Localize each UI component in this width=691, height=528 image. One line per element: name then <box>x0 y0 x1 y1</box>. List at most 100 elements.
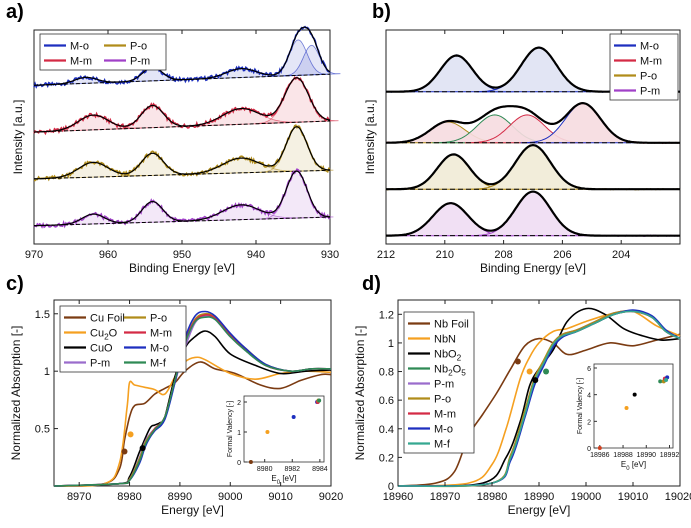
series-line-M-o <box>397 309 681 487</box>
e0-marker-Nb Foil <box>514 358 521 365</box>
inset-y-tick-label: 0 <box>587 446 591 453</box>
y-tick-label: 1 <box>388 338 394 350</box>
inset-point-Cu Foil <box>248 460 253 464</box>
fit-envelope-line <box>33 170 331 227</box>
inset-x-label: E0 [eV] <box>621 460 646 472</box>
legend-label: P-o <box>640 71 657 83</box>
legend-label: P-m <box>90 358 110 370</box>
component-peak <box>470 191 596 237</box>
x-tick-label: 19010 <box>618 491 649 503</box>
inset-point-M-f <box>317 398 322 403</box>
legend-label: Nb2O5 <box>434 364 466 378</box>
fit-envelope-line <box>33 126 331 180</box>
series-P-o <box>385 143 681 191</box>
y-tick-label: 0.5 <box>35 424 50 436</box>
x-tick-label: 18980 <box>477 491 508 503</box>
e0-marker-CuO <box>139 445 146 452</box>
inset-point-M-f <box>664 378 669 382</box>
series-P-m <box>33 168 334 229</box>
inset-point-CuO <box>291 415 296 419</box>
legend-label: P-o <box>130 41 147 53</box>
x-tick-label: 9020 <box>319 491 343 503</box>
inset-point-Cu2O <box>265 430 270 434</box>
x-tick-label: 9010 <box>268 491 292 503</box>
inset-y-tick-label: 6 <box>587 366 591 373</box>
panel-d: 0 0.2 0.4 0.6 0.8 1 1.2 18960 18970 18980 18990 190… <box>353 273 691 517</box>
legend-label: M-m <box>434 409 456 421</box>
y-tick-label: 0.4 <box>379 424 394 436</box>
legend-label: M-o <box>434 424 453 436</box>
e0-marker-Nb2O5 <box>543 368 550 375</box>
legend-label: M-f <box>150 358 167 370</box>
x-tick-label: 960 <box>99 249 117 261</box>
y-tick-label: 1.2 <box>379 309 394 321</box>
series-P-o <box>33 124 334 182</box>
background-line <box>33 216 330 227</box>
x-tick-label: 19000 <box>571 491 602 503</box>
legend-label: M-m <box>640 56 662 68</box>
legend-label: M-m <box>150 328 172 340</box>
fit-envelope-line <box>386 190 680 237</box>
background-line <box>33 120 330 133</box>
x-tick-label: 18960 <box>383 491 414 503</box>
x-axis-label: Energy [eV] <box>508 503 571 517</box>
inset-point-NbN <box>624 406 629 410</box>
component-peak <box>476 47 602 93</box>
inset-d: 18986 18988 18990 18992 0 2 4 6 E0 [eV] Formal Va… <box>577 363 679 472</box>
inset-y-label: Formal Valency [-] <box>227 401 234 457</box>
series-line-Nb Foil <box>397 333 681 487</box>
y-tick-label: 0.6 <box>379 395 394 407</box>
e0-marker-Cu2O <box>127 431 134 438</box>
panel-c: 0.5 1 1.5 8970 8980 8990 9000 9010 9020 Energy [e… <box>6 273 343 517</box>
legend-label: M-o <box>640 41 659 53</box>
inset-x-tick-label: 8980 <box>257 466 273 473</box>
x-tick-label: 8980 <box>117 491 141 503</box>
inset-y-tick-label: 2 <box>237 400 241 407</box>
inset-frame <box>593 363 674 449</box>
series-M-o <box>33 25 341 89</box>
component-peak <box>470 144 596 190</box>
background-line <box>33 169 330 180</box>
inset-x-tick-label: 8984 <box>312 466 328 473</box>
legend-label: P-o <box>434 394 451 406</box>
y-tick-label: 0 <box>388 481 394 493</box>
legend-label: P-m <box>130 56 150 68</box>
legend-label: Cu Foil <box>90 313 125 325</box>
x-tick-label: 212 <box>377 249 395 261</box>
series-M-m <box>33 75 339 136</box>
inset-y-tick-label: 4 <box>587 393 591 400</box>
e0-marker-Cu Foil <box>121 448 128 455</box>
x-tick-label: 208 <box>494 249 512 261</box>
panel-label: b) <box>372 1 391 23</box>
inset-y-tick-label: 2 <box>587 419 591 426</box>
legend-label: P-m <box>640 86 660 98</box>
panel-label: c) <box>6 273 24 295</box>
inset-y-label: Formal Valency [-] <box>577 378 584 434</box>
inset-x-label: E0 [eV] <box>271 474 296 486</box>
y-tick-label: 1 <box>44 366 50 378</box>
x-axis-label: Binding Energy [eV] <box>480 261 586 275</box>
component-peak <box>399 54 514 93</box>
y-tick-label: 0.2 <box>379 452 394 464</box>
plot-frame <box>53 299 332 487</box>
legend-a-box <box>39 33 167 71</box>
legend-label: P-o <box>150 313 167 325</box>
panel-b: 212 210 208 206 204 Binding Energy [eV] Intens… <box>363 1 681 275</box>
panel-a: 970 960 950 940 930 Binding Energy [eV] Intens… <box>6 1 341 275</box>
e0-marker-NbO2 <box>532 377 539 384</box>
series-line-M-f <box>397 310 681 487</box>
legend-label: M-f <box>434 439 451 451</box>
fit-envelope-line <box>33 26 331 86</box>
legend-label: Cu2O <box>90 328 118 342</box>
background-line <box>33 73 330 86</box>
inset-frame <box>243 395 325 463</box>
x-tick-label: 210 <box>436 249 454 261</box>
legend-label: NbN <box>434 334 456 346</box>
x-tick-label: 930 <box>321 249 339 261</box>
panel-label: a) <box>6 1 24 23</box>
legend-label: Nb Foil <box>434 319 469 331</box>
x-tick-label: 9000 <box>218 491 242 503</box>
series-line-Cu2O <box>53 356 332 487</box>
e0-marker-NbN <box>526 368 533 375</box>
